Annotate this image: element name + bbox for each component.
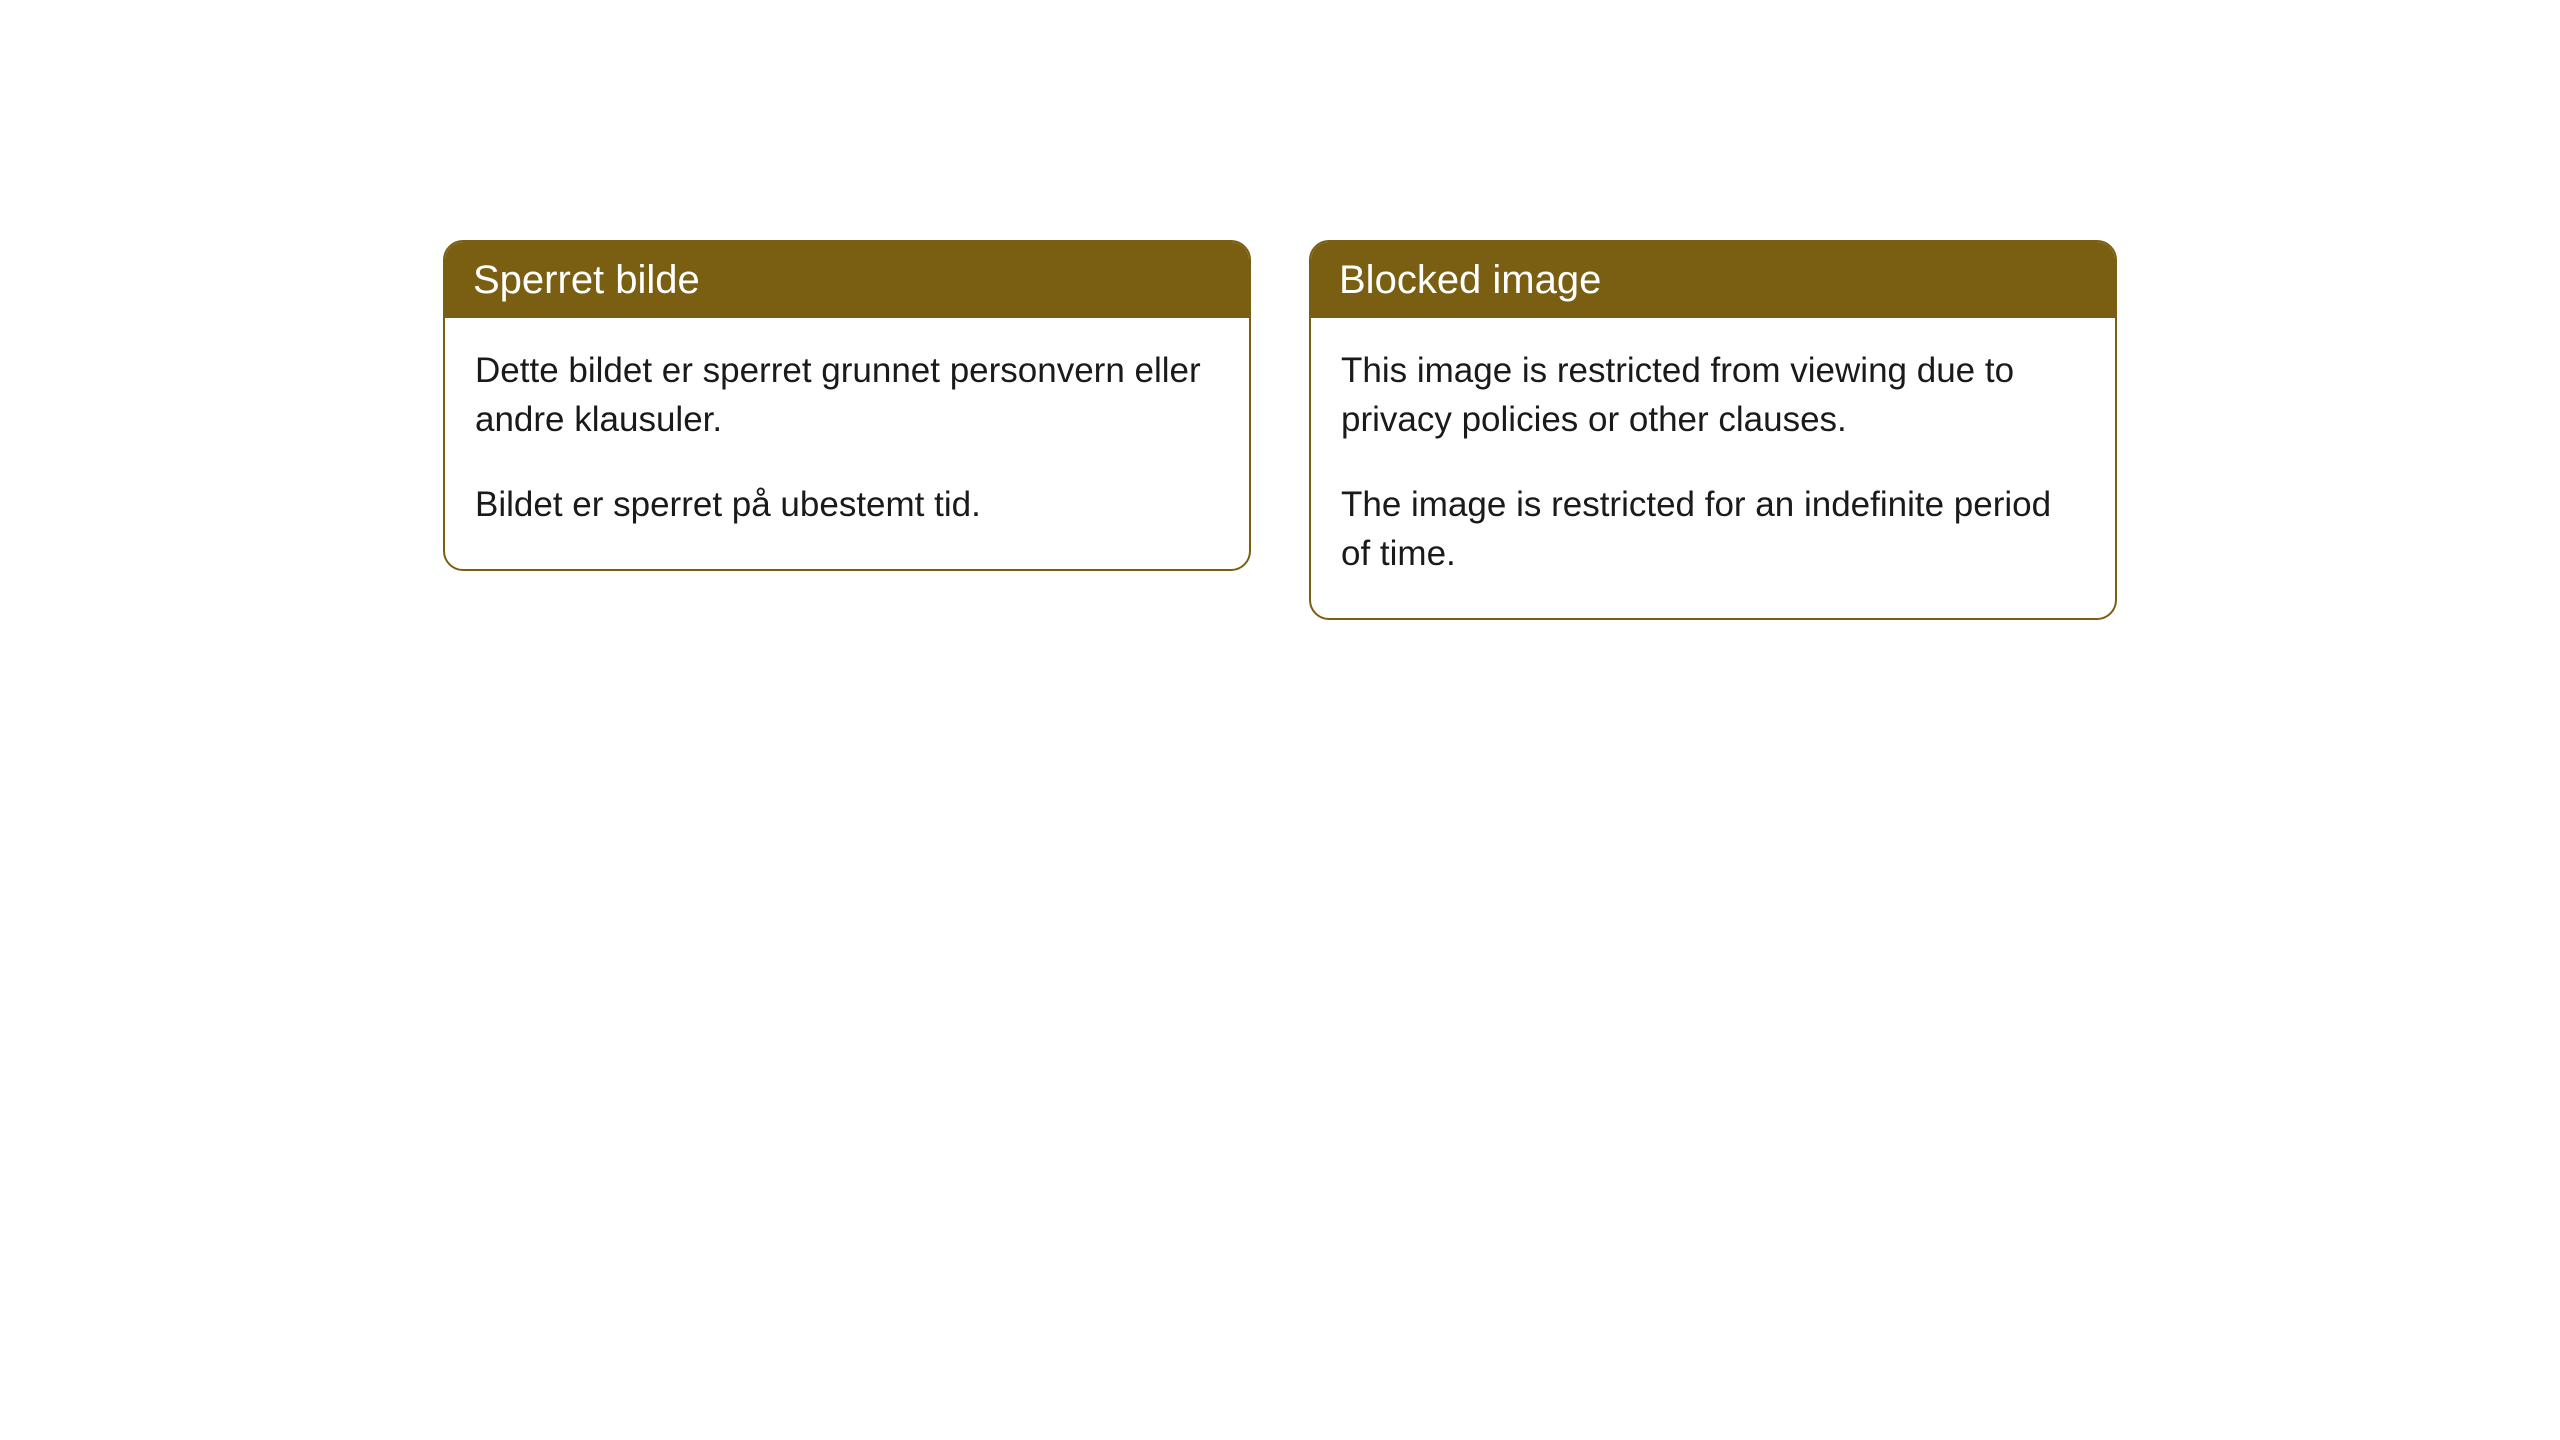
blocked-image-card-en: Blocked image This image is restricted f… — [1309, 240, 2117, 620]
card-paragraph-en-2: The image is restricted for an indefinit… — [1341, 480, 2085, 578]
card-header-en: Blocked image — [1311, 242, 2115, 318]
blocked-image-card-no: Sperret bilde Dette bildet er sperret gr… — [443, 240, 1251, 571]
card-body-en: This image is restricted from viewing du… — [1311, 318, 2115, 618]
card-body-no: Dette bildet er sperret grunnet personve… — [445, 318, 1249, 569]
card-paragraph-no-1: Dette bildet er sperret grunnet personve… — [475, 346, 1219, 444]
card-paragraph-en-1: This image is restricted from viewing du… — [1341, 346, 2085, 444]
card-paragraph-no-2: Bildet er sperret på ubestemt tid. — [475, 480, 1219, 529]
card-header-no: Sperret bilde — [445, 242, 1249, 318]
